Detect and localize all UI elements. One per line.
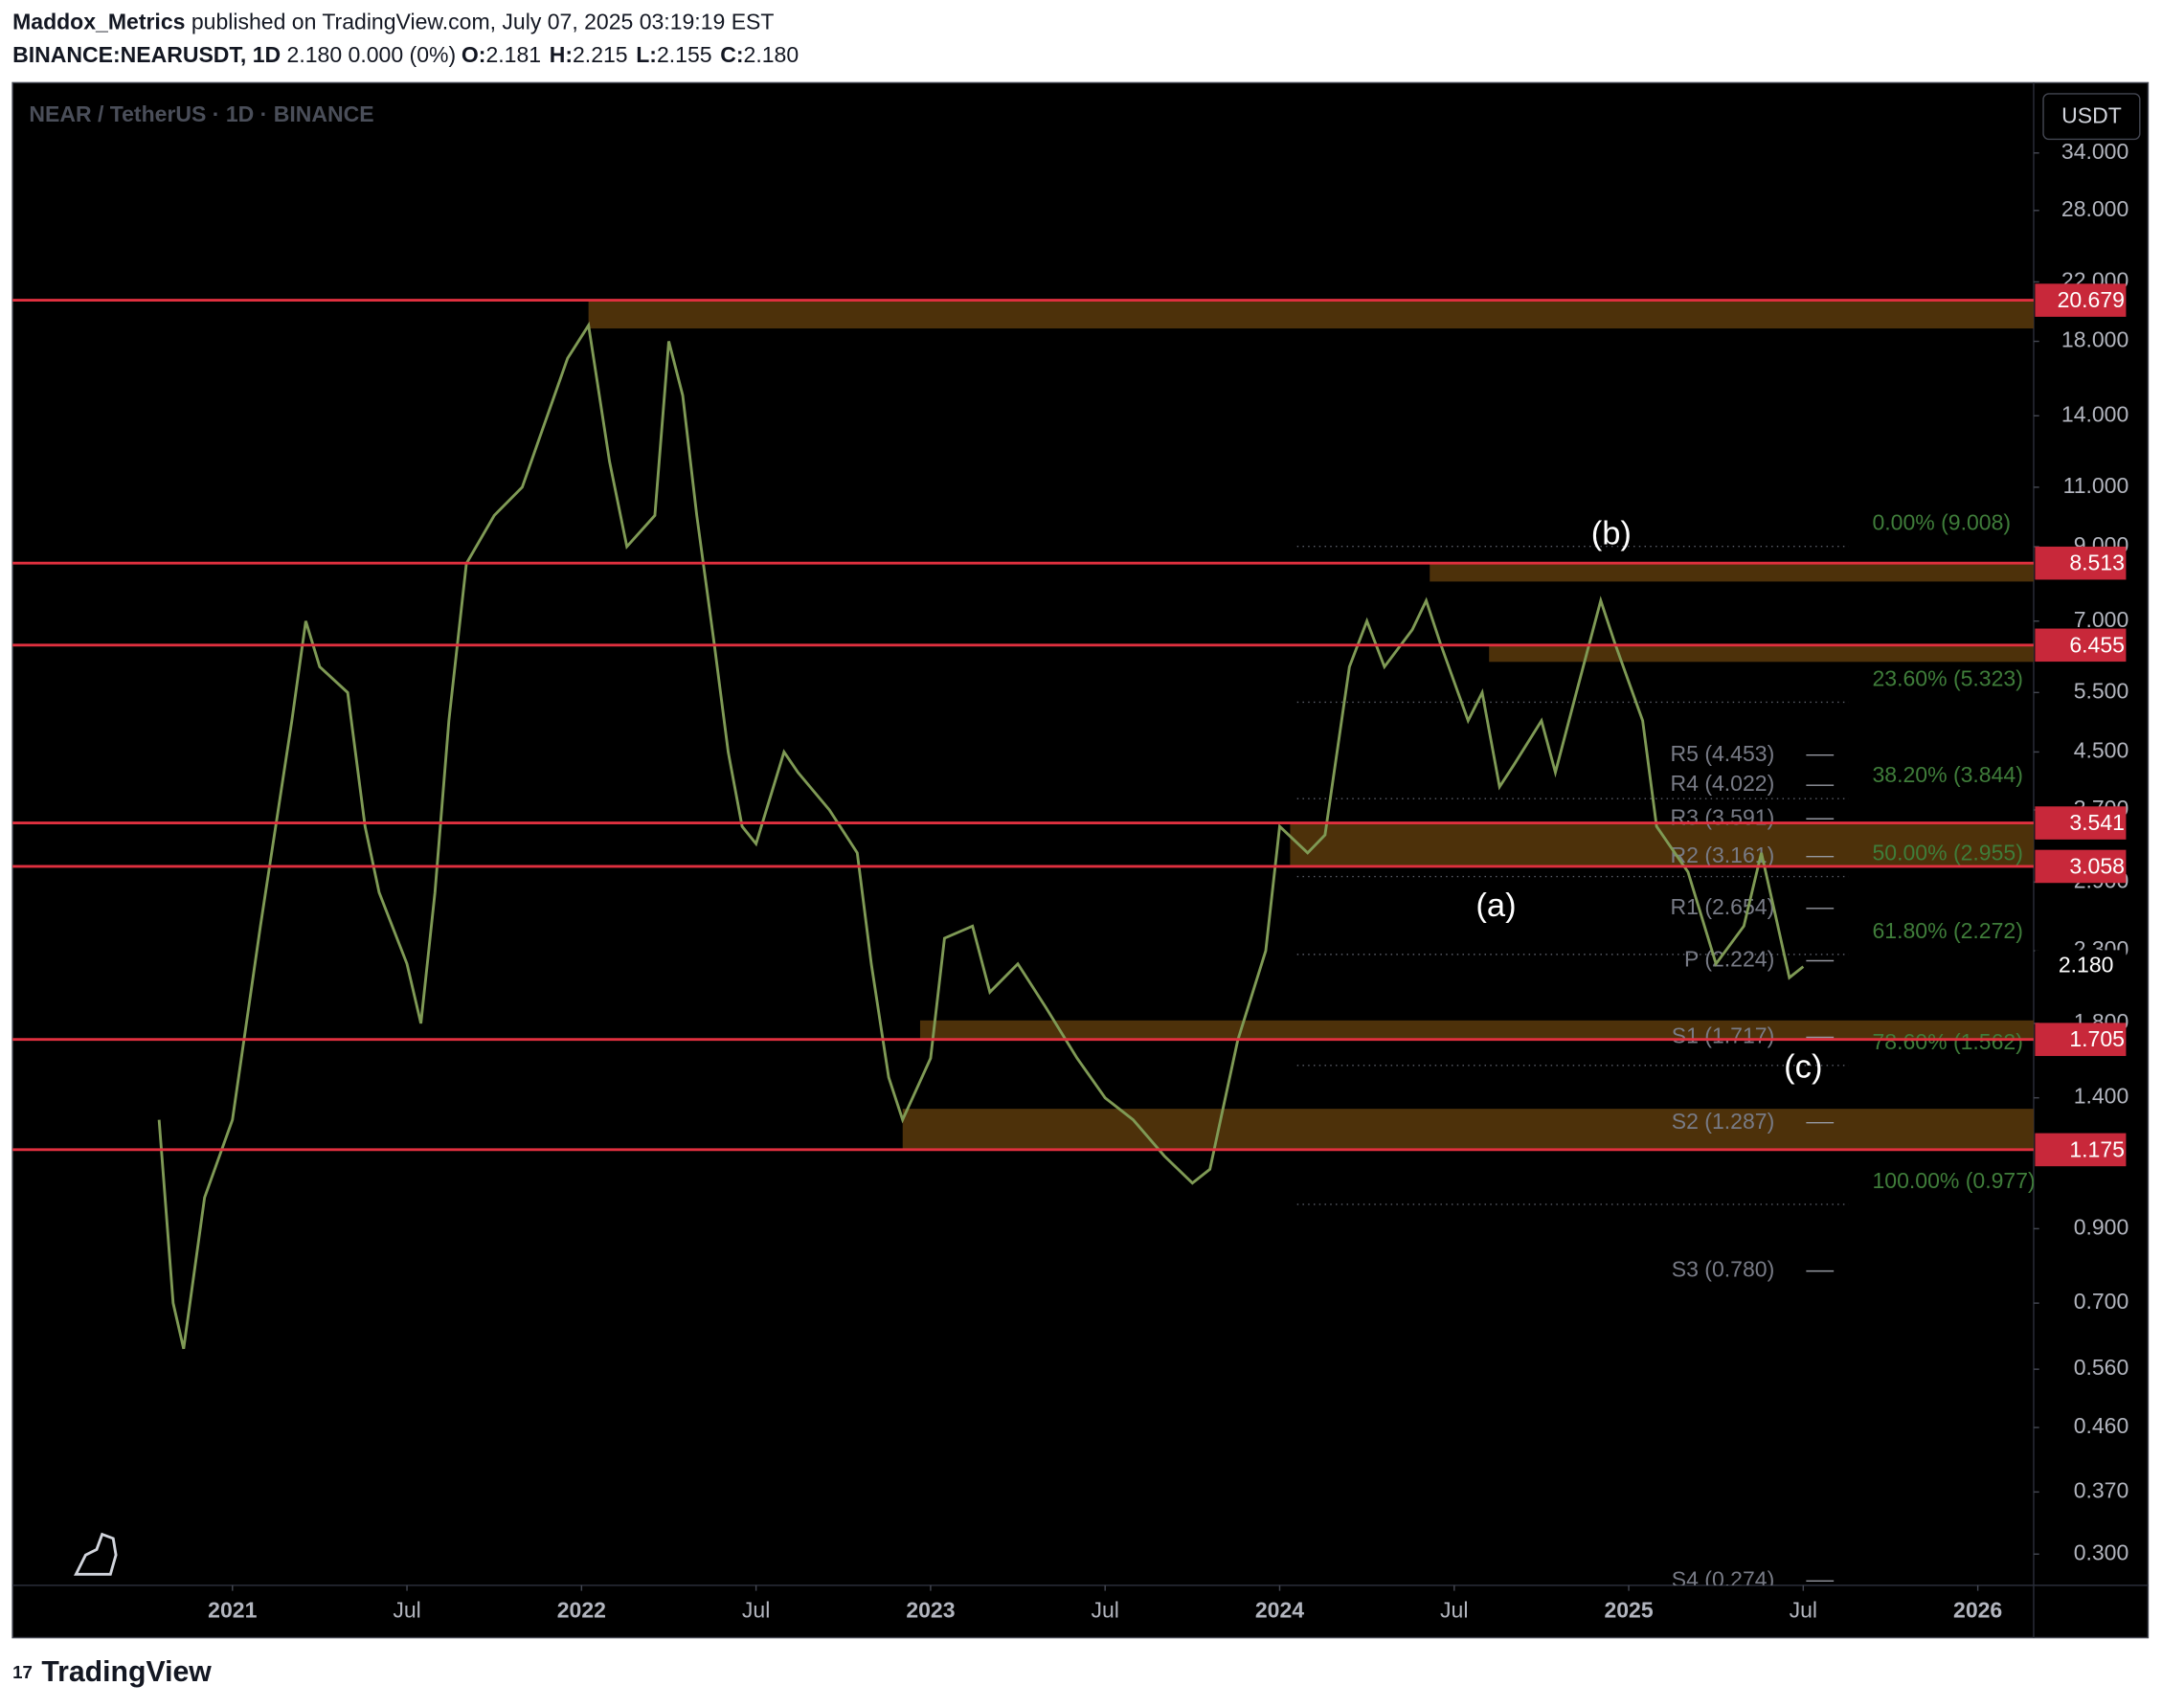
y-tick-label: 18.000 bbox=[2061, 327, 2128, 352]
x-tick-label: Jul bbox=[742, 1597, 770, 1622]
fib-label: 61.80% (2.272) bbox=[1872, 918, 2022, 943]
zone bbox=[919, 1020, 2034, 1040]
zone bbox=[902, 1109, 2034, 1150]
pivot-label: S1 (1.717) bbox=[1672, 1023, 1774, 1048]
price-tag-bg bbox=[2035, 950, 2127, 983]
zone bbox=[588, 300, 2034, 329]
x-tick-label: Jul bbox=[1790, 1597, 1817, 1622]
y-tick-label: 0.460 bbox=[2074, 1413, 2129, 1438]
level-tag bbox=[2035, 628, 2127, 663]
level-tag bbox=[2035, 806, 2127, 840]
ohlc-value: 2.215 bbox=[573, 42, 628, 67]
wave-label: (b) bbox=[1591, 515, 1632, 551]
wave-label: (c) bbox=[1784, 1048, 1822, 1085]
symbol-line: BINANCE:NEARUSDT, 1D 2.180 0.000 (0%) O:2… bbox=[12, 42, 799, 67]
level-tag bbox=[2035, 1133, 2127, 1167]
currency-label[interactable]: USDT bbox=[2061, 102, 2122, 127]
price-line bbox=[157, 321, 1805, 1350]
y-tick-label: 0.900 bbox=[2074, 1214, 2129, 1239]
fib-label: 0.00% (9.008) bbox=[1872, 510, 2011, 535]
fib-label: 50.00% (2.955) bbox=[1872, 841, 2022, 865]
change: 2.180 0.000 (0%) bbox=[287, 42, 457, 67]
wave-label: (a) bbox=[1475, 888, 1516, 924]
y-tick-label: 0.300 bbox=[2074, 1539, 2129, 1564]
y-tick-label: 1.400 bbox=[2074, 1084, 2129, 1109]
x-tick-label: Jul bbox=[1091, 1597, 1118, 1622]
pivot-label: P (2.224) bbox=[1684, 947, 1774, 972]
ohlc-key: L: bbox=[636, 42, 657, 67]
fib-label: 100.00% (0.977) bbox=[1872, 1168, 2035, 1193]
level-label: 1.705 bbox=[2069, 1026, 2125, 1051]
y-tick-label: 34.000 bbox=[2061, 139, 2128, 164]
y-tick-label: 0.370 bbox=[2074, 1477, 2129, 1502]
pivot-label: R5 (4.453) bbox=[1671, 741, 1775, 766]
pivot-label: S3 (0.780) bbox=[1672, 1257, 1774, 1282]
ohlc-value: 2.181 bbox=[485, 42, 541, 67]
pivot-label: R1 (2.654) bbox=[1671, 894, 1775, 919]
x-tick-label: Jul bbox=[1440, 1597, 1468, 1622]
y-tick-label: 5.500 bbox=[2074, 678, 2129, 703]
tv-mark: 17 bbox=[12, 1662, 33, 1682]
y-tick-label: 28.000 bbox=[2061, 196, 2128, 221]
pivot-label: R2 (3.161) bbox=[1671, 843, 1775, 867]
y-tick-label: 7.000 bbox=[2074, 607, 2129, 632]
pivot-label: S2 (1.287) bbox=[1672, 1109, 1774, 1134]
level-tag bbox=[2035, 1023, 2127, 1056]
pivot-label: R3 (3.591) bbox=[1671, 804, 1775, 829]
x-tick-label: 2023 bbox=[906, 1597, 955, 1622]
x-tick-label: 2022 bbox=[557, 1597, 606, 1622]
axes: 34.00028.00022.00018.00014.00011.0009.00… bbox=[208, 139, 2128, 1622]
fib-label: 23.60% (5.323) bbox=[1872, 666, 2022, 691]
fib-label: 78.60% (1.562) bbox=[1872, 1029, 2022, 1054]
fib-label: 38.20% (3.844) bbox=[1872, 762, 2022, 787]
zone bbox=[1489, 644, 2034, 663]
level-label: 6.455 bbox=[2069, 632, 2125, 657]
ohlc-key: H: bbox=[550, 42, 573, 67]
ohlc-key: C: bbox=[720, 42, 743, 67]
x-tick-label: 2026 bbox=[1953, 1597, 2002, 1622]
y-tick-label: 14.000 bbox=[2061, 401, 2128, 426]
ohlc-value: 2.180 bbox=[744, 42, 799, 67]
x-tick-label: Jul bbox=[393, 1597, 420, 1622]
legend-title: NEAR / TetherUS · 1D · BINANCE bbox=[29, 101, 373, 126]
level-tag bbox=[2035, 283, 2127, 317]
pivot-label: R4 (4.022) bbox=[1671, 771, 1775, 796]
symbol: BINANCE:NEARUSDT, 1D bbox=[12, 42, 281, 67]
x-tick-label: 2021 bbox=[208, 1597, 257, 1622]
ohlc-value: 2.155 bbox=[657, 42, 712, 67]
level-label: 8.513 bbox=[2069, 551, 2125, 575]
currency-button[interactable] bbox=[2042, 93, 2141, 141]
y-tick-label: 0.700 bbox=[2074, 1289, 2129, 1314]
zone bbox=[1430, 563, 2034, 582]
pivot-label: S4 (0.274) bbox=[1672, 1566, 1774, 1591]
y-tick-label: 0.560 bbox=[2074, 1355, 2129, 1380]
ohlc-key: O: bbox=[462, 42, 486, 67]
y-tick-label: 4.500 bbox=[2074, 738, 2129, 763]
author: Maddox_Metrics bbox=[12, 10, 185, 34]
y-tick-label: 11.000 bbox=[2063, 473, 2129, 498]
publish-line: Maddox_Metrics published on TradingView.… bbox=[12, 10, 774, 34]
price-tag: 2.180 bbox=[2059, 953, 2114, 978]
x-tick-label: 2025 bbox=[1604, 1597, 1653, 1622]
logo-icon bbox=[74, 1532, 118, 1576]
level-tag bbox=[2035, 849, 2127, 884]
plot: 0.00% (9.008) 23.60% (5.323) 38.20% (3.844… bbox=[12, 299, 2035, 1591]
level-label: 20.679 bbox=[2058, 287, 2125, 312]
footer-brand: TradingView bbox=[41, 1656, 212, 1688]
published: published on TradingView.com, July 07, 2… bbox=[191, 10, 775, 34]
zone bbox=[1290, 822, 2034, 866]
level-tag bbox=[2035, 546, 2127, 580]
level-label: 1.175 bbox=[2069, 1136, 2125, 1161]
x-tick-label: 2024 bbox=[1255, 1597, 1304, 1622]
level-label: 3.541 bbox=[2069, 810, 2125, 835]
level-label: 3.058 bbox=[2069, 853, 2125, 878]
